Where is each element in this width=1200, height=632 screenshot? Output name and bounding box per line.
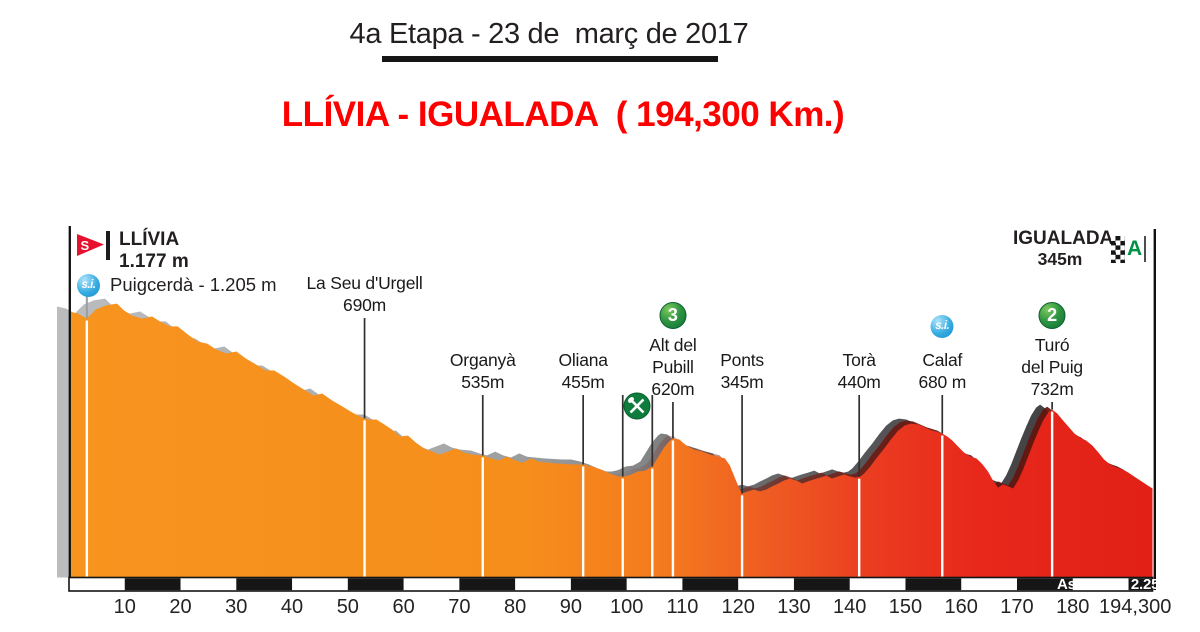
turo-name: del Puig: [1021, 357, 1083, 377]
descent-total: Descenso:3.097m: [1057, 630, 1181, 632]
finish-arrival-letter: A: [1127, 237, 1143, 260]
start-flag-letter: S: [81, 238, 90, 253]
axis-tick-10: 10: [113, 596, 136, 618]
axis-tick-160: 160: [944, 596, 978, 618]
finish-checkered-flag-icon: [1111, 236, 1125, 263]
feed-zone-icon: [623, 392, 651, 420]
climb-category-badge-pubill: 3: [659, 302, 687, 329]
waypoint-marker-lines: [68, 226, 1157, 590]
si-icon-puigcerda: s.i.: [77, 274, 100, 297]
start-flag-icon: S: [77, 234, 104, 256]
pubill-name: Alt del: [649, 335, 697, 355]
axis-segment-black: [236, 578, 293, 591]
waypoint-label-ponts: Ponts 345m: [720, 349, 764, 393]
route-title: LLÍVIA - IGUALADA ( 194,300 Km.): [281, 95, 845, 134]
oliana-elevation: 455m: [561, 372, 605, 392]
distance-axis-bar: [68, 576, 1154, 592]
axis-bar-border: [68, 576, 1154, 592]
axis-tick-110: 110: [666, 596, 699, 618]
waypoint-label-organya: Organyà 535m: [450, 349, 516, 393]
ponts-elevation: 345m: [720, 372, 764, 392]
axis-tick-80: 80: [503, 596, 527, 618]
axis-tick-60: 60: [392, 596, 415, 618]
tora-name: Torà: [842, 350, 876, 370]
axis-segment-black: [459, 578, 516, 591]
axis-tick-140: 140: [833, 596, 867, 618]
axis-tick-40: 40: [280, 596, 304, 618]
axis-segment-black: [793, 578, 850, 591]
finish-town-name: IGUALADA: [1013, 228, 1114, 249]
finish-elevation: 345m: [1037, 249, 1083, 269]
axis-tick-90: 90: [559, 596, 582, 618]
ponts-name: Ponts: [720, 350, 764, 370]
axis-tick-30: 30: [225, 596, 248, 618]
puigcerda-label: Puigcerdà - 1.205 m: [110, 274, 277, 295]
start-elevation: 1.177 m: [119, 251, 189, 272]
axis-segment-black: [570, 578, 627, 591]
axis-segment-black: [347, 578, 404, 591]
stage-title: 4a Etapa - 23 de març de 2017: [349, 18, 749, 50]
axis-segment-black: [1016, 578, 1073, 591]
axis-tick-150: 150: [888, 596, 923, 618]
stage-stats: Ascenso: 2.255m Descenso:3.097m: [1057, 540, 1181, 632]
ascent-total: Ascenso: 2.255m: [1057, 576, 1181, 593]
start-town-name: LLÍVIA: [119, 229, 180, 250]
title-underline: [382, 56, 718, 62]
axis-segment-black: [124, 578, 181, 591]
axis-tick-20: 20: [169, 596, 192, 618]
si-icon-calaf: s.i.: [930, 315, 954, 338]
waypoint-label-calaf: Calaf 680 m: [918, 349, 966, 393]
turo-name: Turó: [1034, 335, 1070, 355]
climb-category-badge-turo: 2: [1038, 302, 1066, 329]
axis-end-label: 194,300: [1099, 596, 1172, 618]
oliana-name: Oliana: [558, 350, 608, 370]
axis-tick-70: 70: [448, 596, 471, 618]
axis-tick-50: 50: [336, 596, 359, 618]
waypoint-label-tora: Torà 440m: [838, 349, 881, 393]
axis-segment-black: [1128, 578, 1153, 591]
axis-tick-100: 100: [609, 596, 644, 618]
laseu-name: La Seu d'Urgell: [306, 273, 423, 293]
axis-segment-black: [905, 578, 962, 591]
axis-tick-180: 180: [1056, 596, 1090, 618]
waypoint-label-oliana: Oliana 455m: [558, 349, 608, 393]
finish-tick-mark: [1144, 236, 1146, 262]
start-flag-pole: [106, 231, 110, 260]
waypoint-label-turo: Turó del Puig 732m: [1021, 334, 1083, 400]
calaf-elevation: 680 m: [918, 372, 967, 392]
profile-area: [69, 303, 1153, 578]
organya-elevation: 535m: [461, 372, 505, 392]
axis-tick-170: 170: [1000, 596, 1034, 618]
waypoint-label-pubill: Alt del Pubill 620m: [649, 334, 696, 400]
finish-town-block: IGUALADA 345m: [1013, 228, 1114, 269]
axis-tick-120: 120: [721, 596, 755, 618]
calaf-name: Calaf: [922, 350, 963, 370]
waypoint-label-laseu: La Seu d'Urgell 690m: [306, 272, 422, 316]
laseu-elevation: 690m: [343, 295, 387, 315]
pubill-name: Pubill: [652, 357, 694, 377]
organya-name: Organyà: [449, 350, 516, 370]
turo-elevation: 732m: [1030, 379, 1074, 399]
tora-elevation: 440m: [837, 372, 881, 392]
axis-tick-130: 130: [777, 596, 811, 618]
axis-segment-black: [682, 578, 739, 591]
pubill-elevation: 620m: [651, 379, 695, 399]
